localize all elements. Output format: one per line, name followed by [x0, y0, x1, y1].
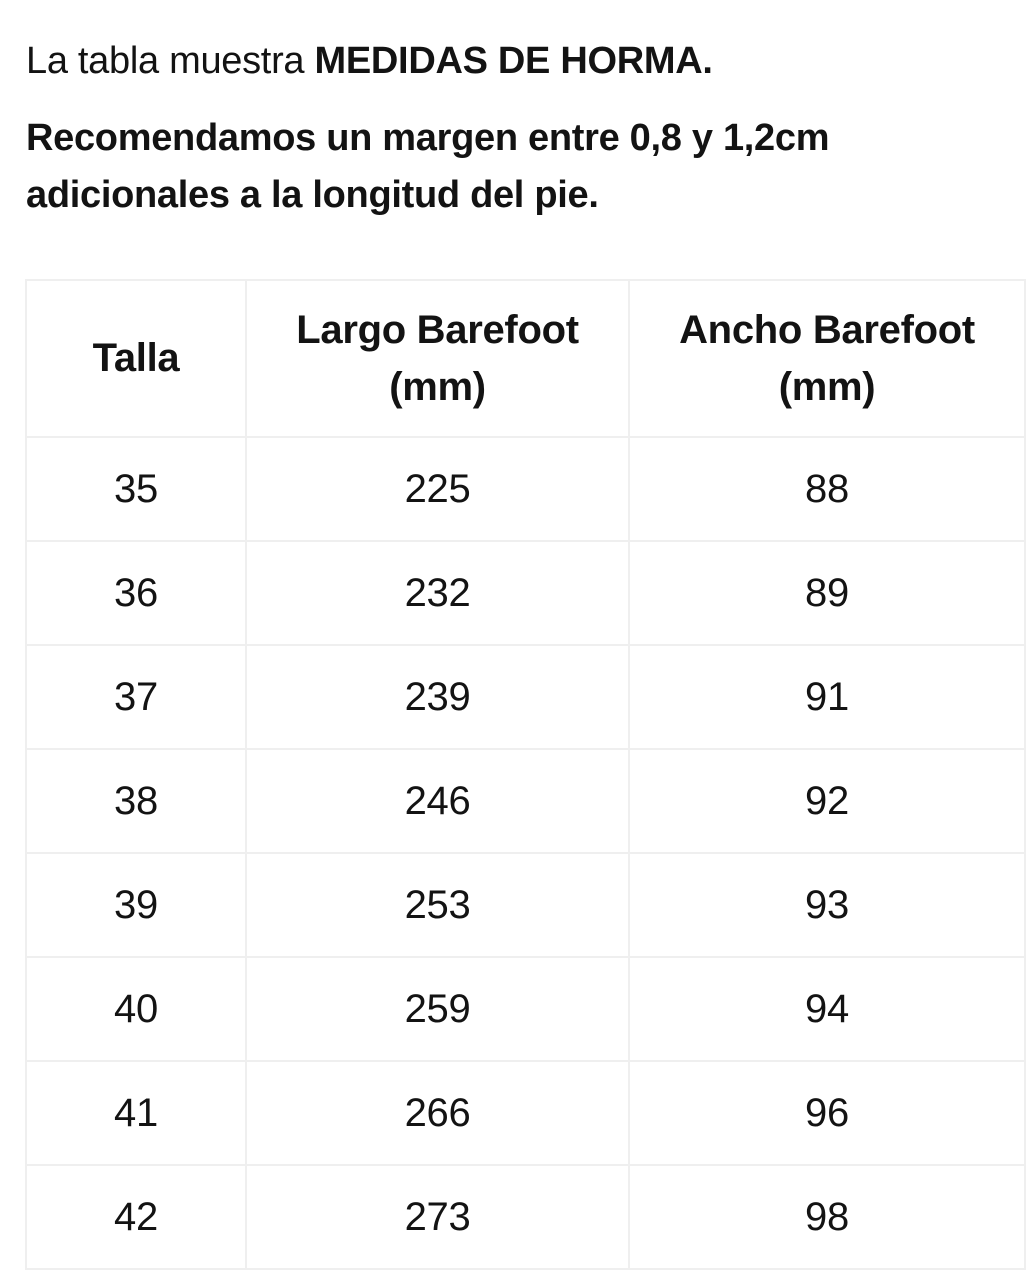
table-cell: 36 — [25, 540, 247, 646]
table-cell: 94 — [628, 956, 1026, 1062]
size-table-body: 35 225 88 36 232 89 37 239 91 38 246 92 39 253 93 40 259… — [25, 436, 1026, 1270]
table-row: 41 266 96 — [25, 1060, 1026, 1166]
table-row: 38 246 92 — [25, 748, 1026, 854]
table-cell: 246 — [245, 748, 630, 854]
table-cell: 253 — [245, 852, 630, 958]
table-row: 40 259 94 — [25, 956, 1026, 1062]
table-cell: 239 — [245, 644, 630, 750]
table-cell: 225 — [245, 436, 630, 542]
intro-prefix: La tabla muestra — [26, 40, 315, 82]
intro-text: La tabla muestra MEDIDAS DE HORMA. — [26, 33, 986, 90]
column-header-talla: Talla — [25, 279, 247, 438]
table-cell: 266 — [245, 1060, 630, 1166]
table-row: 35 225 88 — [25, 436, 1026, 542]
table-cell: 38 — [25, 748, 247, 854]
table-row: 39 253 93 — [25, 852, 1026, 958]
column-header-largo-barefoot: Largo Barefoot (mm) — [245, 279, 630, 438]
table-cell: 96 — [628, 1060, 1026, 1166]
table-cell: 232 — [245, 540, 630, 646]
table-cell: 93 — [628, 852, 1026, 958]
table-row: 37 239 91 — [25, 644, 1026, 750]
size-table: Talla Largo Barefoot (mm) Ancho Barefoot… — [25, 279, 1026, 1270]
table-cell: 88 — [628, 436, 1026, 542]
intro-emphasis: MEDIDAS DE HORMA. — [314, 40, 713, 82]
table-cell: 89 — [628, 540, 1026, 646]
table-cell: 35 — [25, 436, 247, 542]
table-cell: 40 — [25, 956, 247, 1062]
table-cell: 91 — [628, 644, 1026, 750]
table-cell: 39 — [25, 852, 247, 958]
table-cell: 259 — [245, 956, 630, 1062]
table-cell: 42 — [25, 1164, 247, 1270]
table-header-row: Talla Largo Barefoot (mm) Ancho Barefoot… — [25, 279, 1026, 438]
table-cell: 41 — [25, 1060, 247, 1166]
column-header-ancho-barefoot: Ancho Barefoot (mm) — [628, 279, 1026, 438]
table-cell: 273 — [245, 1164, 630, 1270]
table-cell: 98 — [628, 1164, 1026, 1270]
table-row: 42 273 98 — [25, 1164, 1026, 1270]
table-row: 36 232 89 — [25, 540, 1026, 646]
table-cell: 37 — [25, 644, 247, 750]
table-cell: 92 — [628, 748, 1026, 854]
recommendation-text: Recomendamos un margen entre 0,8 y 1,2cm… — [26, 117, 830, 216]
